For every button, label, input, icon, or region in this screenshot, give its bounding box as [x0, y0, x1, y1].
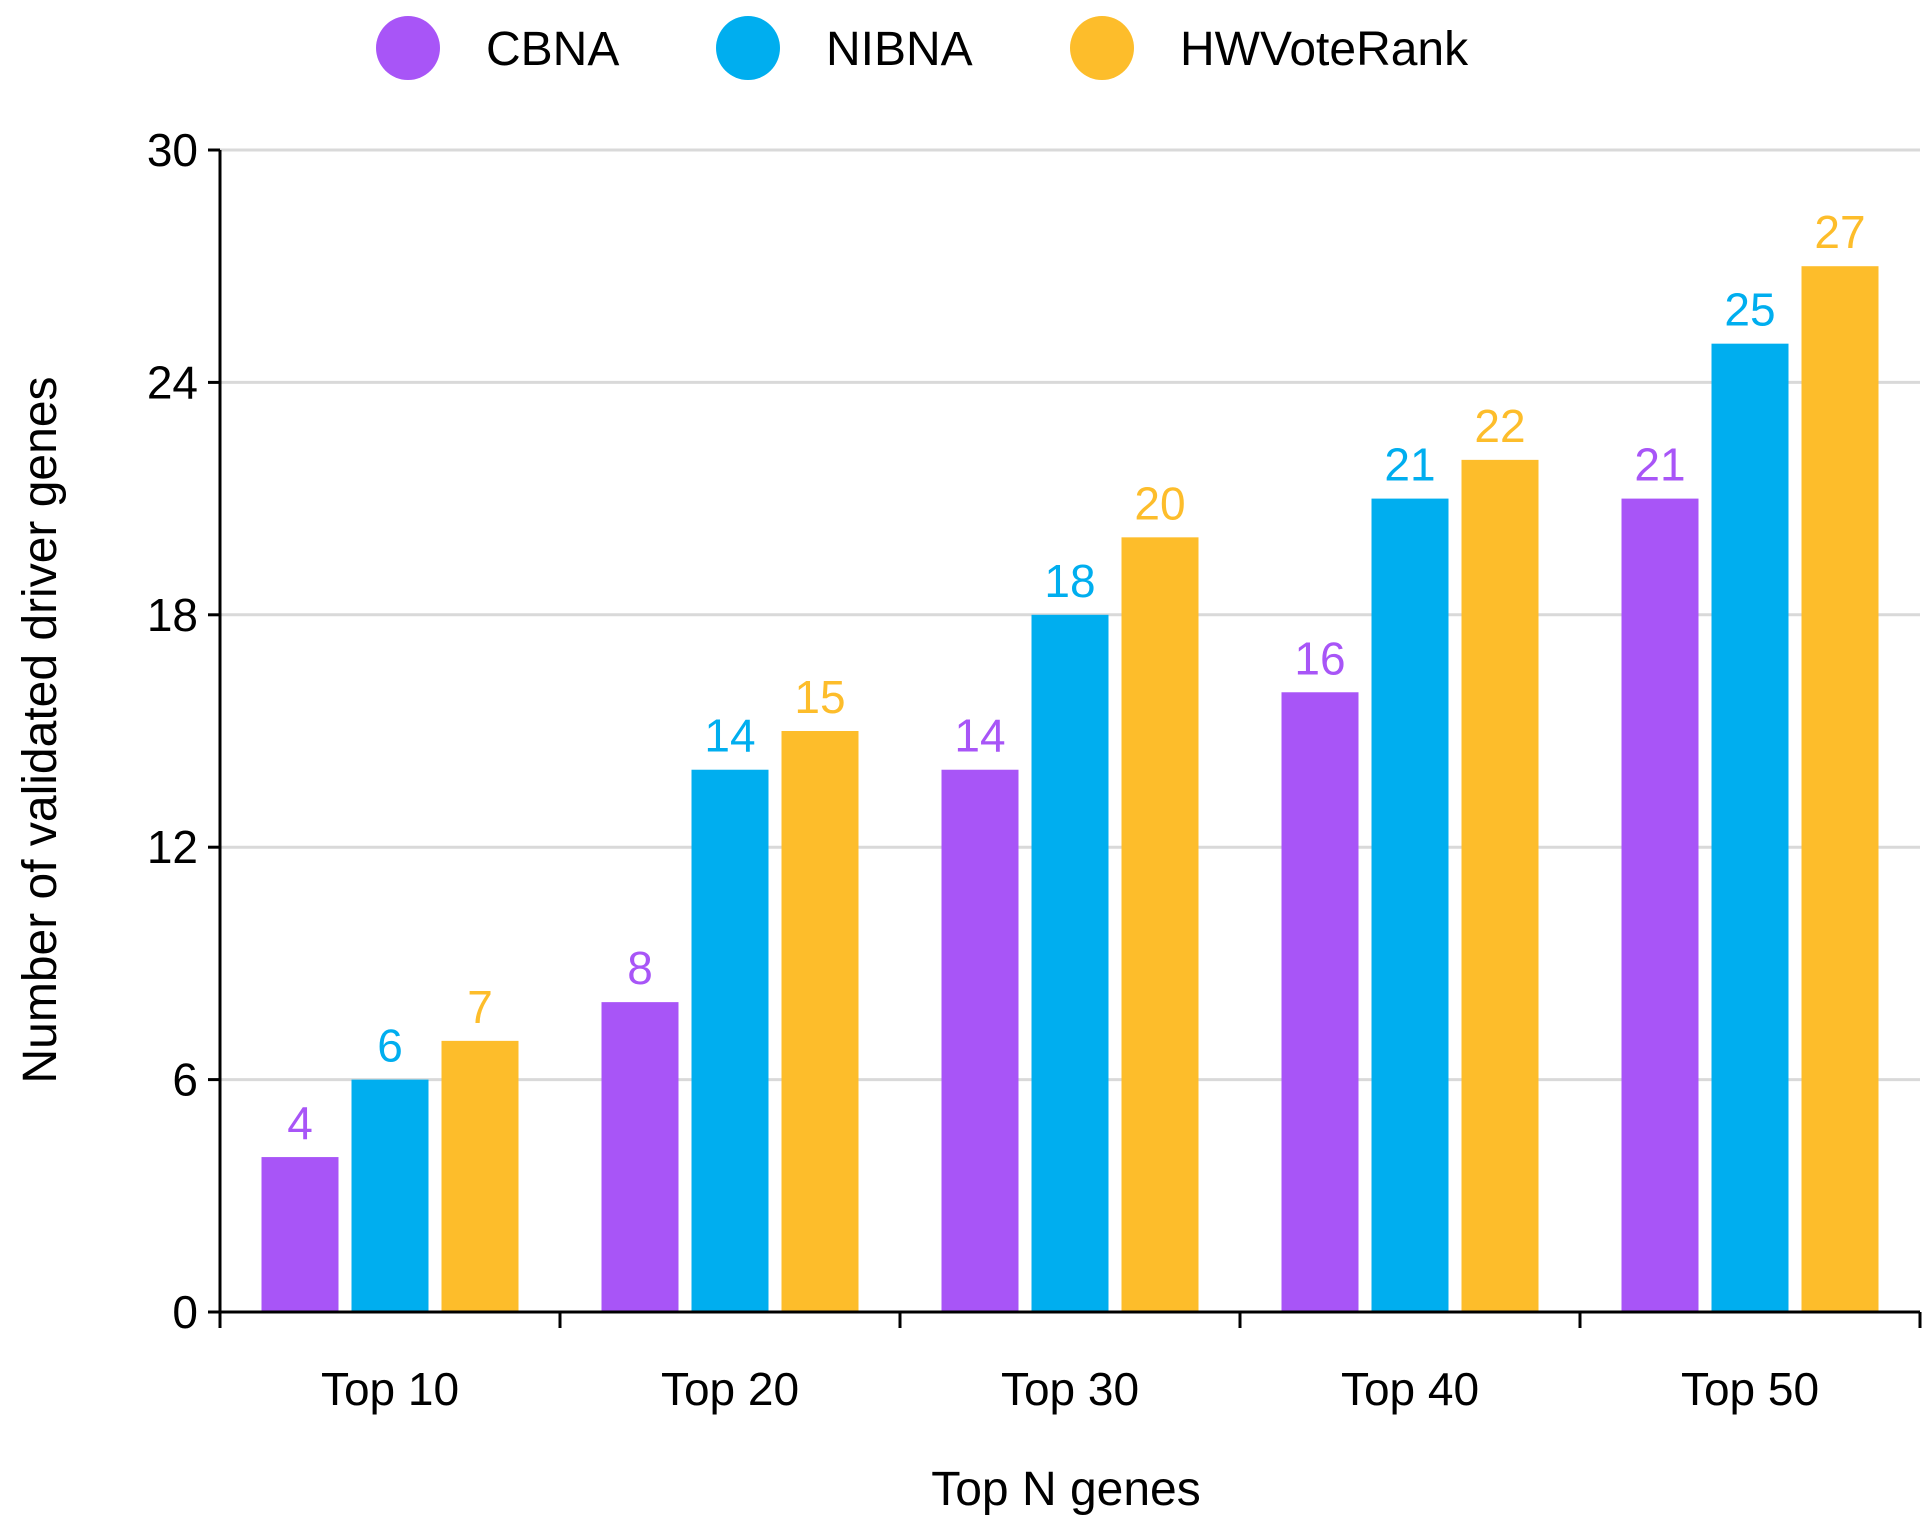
bar-hwvoterank-1: [441, 1040, 519, 1312]
legend-swatch: [376, 16, 440, 80]
data-label: 18: [1044, 555, 1095, 607]
y-axis-title: Number of validated driver genes: [14, 376, 67, 1083]
bar-nibna-5: [1711, 343, 1789, 1313]
bar-cbna-2: [601, 1002, 679, 1312]
data-label: 4: [287, 1097, 313, 1149]
legend-swatch: [716, 16, 780, 80]
y-tick-label: 12: [147, 821, 198, 873]
y-tick-label: 6: [172, 1054, 198, 1106]
axes: 0 6 12 18 24 30 Top 10 Top 20 Top 30 Top 40 Top 50: [147, 124, 1922, 1415]
data-label: 25: [1724, 284, 1775, 336]
bar-hwvoterank-2: [781, 731, 859, 1312]
data-label: 20: [1134, 477, 1185, 529]
bar-nibna-3: [1031, 614, 1109, 1312]
legend-item-nibna: NIBNA: [716, 16, 973, 80]
y-tick-label: 30: [147, 124, 198, 176]
bar-cbna-3: [941, 769, 1019, 1312]
bar-cbna-5: [1621, 498, 1699, 1313]
y-tick-label: 18: [147, 589, 198, 641]
x-axis-title: Top N genes: [931, 1463, 1201, 1516]
data-label: 15: [794, 671, 845, 723]
data-label: 14: [704, 710, 755, 762]
data-label: 21: [1384, 439, 1435, 491]
legend-swatch: [1070, 16, 1134, 80]
data-label: 6: [377, 1020, 403, 1072]
data-label: 22: [1474, 400, 1525, 452]
legend-label: HWVoteRank: [1180, 23, 1469, 76]
bar-nibna-2: [691, 769, 769, 1312]
bar-cbna-1: [261, 1157, 339, 1312]
bar-hwvoterank-3: [1121, 537, 1199, 1312]
legend-label: CBNA: [486, 23, 619, 76]
bar-hwvoterank-5: [1801, 266, 1879, 1313]
legend-label: NIBNA: [826, 23, 973, 76]
legend-item-cbna: CBNA: [376, 16, 619, 80]
bar-hwvoterank-4: [1461, 459, 1539, 1312]
x-tick-label: Top 10: [321, 1363, 459, 1415]
x-tick-label: Top 20: [661, 1363, 799, 1415]
y-tick-label: 24: [147, 356, 198, 408]
y-tick-label: 0: [172, 1286, 198, 1338]
legend-item-hwvoterank: HWVoteRank: [1070, 16, 1469, 80]
bars: [261, 266, 1879, 1313]
bar-nibna-4: [1371, 498, 1449, 1313]
x-tick-label: Top 40: [1341, 1363, 1479, 1415]
bar-nibna-1: [351, 1079, 429, 1312]
data-label: 27: [1814, 206, 1865, 258]
legend: CBNA NIBNA HWVoteRank: [376, 16, 1469, 80]
bar-cbna-4: [1281, 692, 1359, 1312]
data-label: 21: [1634, 439, 1685, 491]
data-label: 8: [627, 942, 653, 994]
data-label: 16: [1294, 632, 1345, 684]
x-tick-label: Top 30: [1001, 1363, 1139, 1415]
data-label: 14: [954, 710, 1005, 762]
x-tick-label: Top 50: [1681, 1363, 1819, 1415]
data-labels: 4 6 7 8 14 15 14 18 20 16 21 22 21 25 27: [287, 206, 1865, 1149]
data-label: 7: [467, 981, 493, 1033]
